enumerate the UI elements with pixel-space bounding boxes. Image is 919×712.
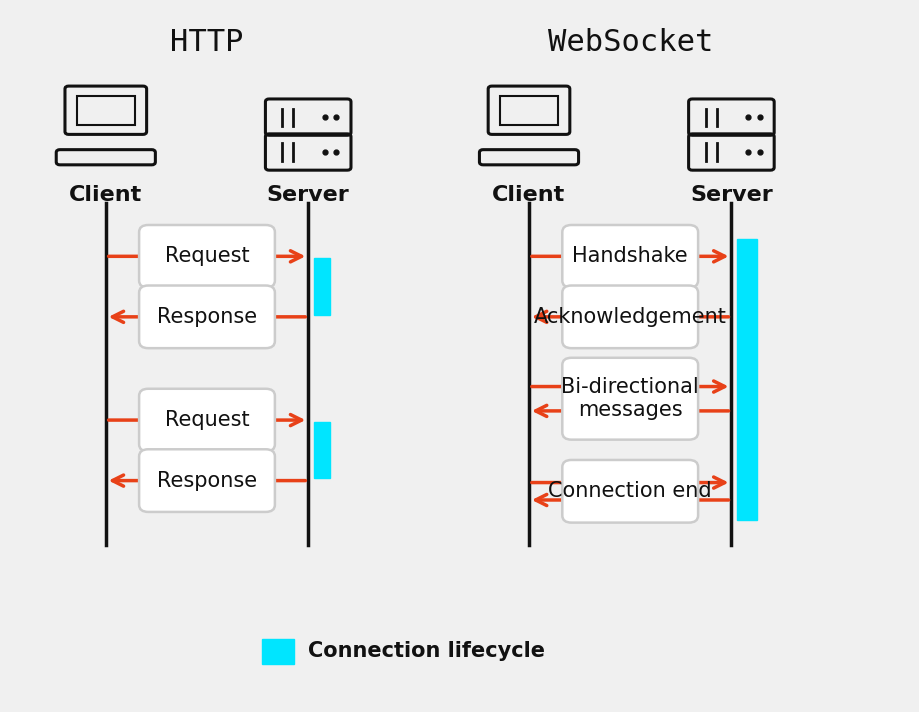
Text: Acknowledgement: Acknowledgement	[533, 307, 726, 327]
Text: Server: Server	[689, 185, 772, 205]
Text: Server: Server	[267, 185, 349, 205]
Text: Request: Request	[165, 246, 249, 266]
Text: Connection end: Connection end	[548, 481, 711, 501]
Text: Client: Client	[492, 185, 565, 205]
Bar	[313, 258, 330, 315]
Text: HTTP: HTTP	[170, 28, 244, 57]
FancyBboxPatch shape	[516, 153, 540, 161]
Bar	[500, 96, 557, 125]
Text: Connection lifecycle: Connection lifecycle	[308, 642, 545, 661]
FancyBboxPatch shape	[562, 358, 698, 439]
FancyBboxPatch shape	[94, 153, 118, 161]
FancyBboxPatch shape	[562, 225, 698, 288]
FancyBboxPatch shape	[562, 460, 698, 523]
Bar	[736, 239, 756, 520]
Bar	[77, 96, 134, 125]
FancyBboxPatch shape	[139, 286, 275, 348]
Bar	[313, 422, 330, 478]
Text: Request: Request	[165, 410, 249, 430]
FancyBboxPatch shape	[139, 225, 275, 288]
Text: WebSocket: WebSocket	[547, 28, 712, 57]
Bar	[262, 639, 294, 664]
Text: Response: Response	[157, 307, 256, 327]
Text: Response: Response	[157, 471, 256, 491]
FancyBboxPatch shape	[139, 449, 275, 512]
FancyBboxPatch shape	[139, 389, 275, 451]
FancyBboxPatch shape	[562, 286, 698, 348]
Text: Handshake: Handshake	[572, 246, 687, 266]
Text: Bi-directional
messages: Bi-directional messages	[561, 377, 698, 420]
Text: Client: Client	[69, 185, 142, 205]
